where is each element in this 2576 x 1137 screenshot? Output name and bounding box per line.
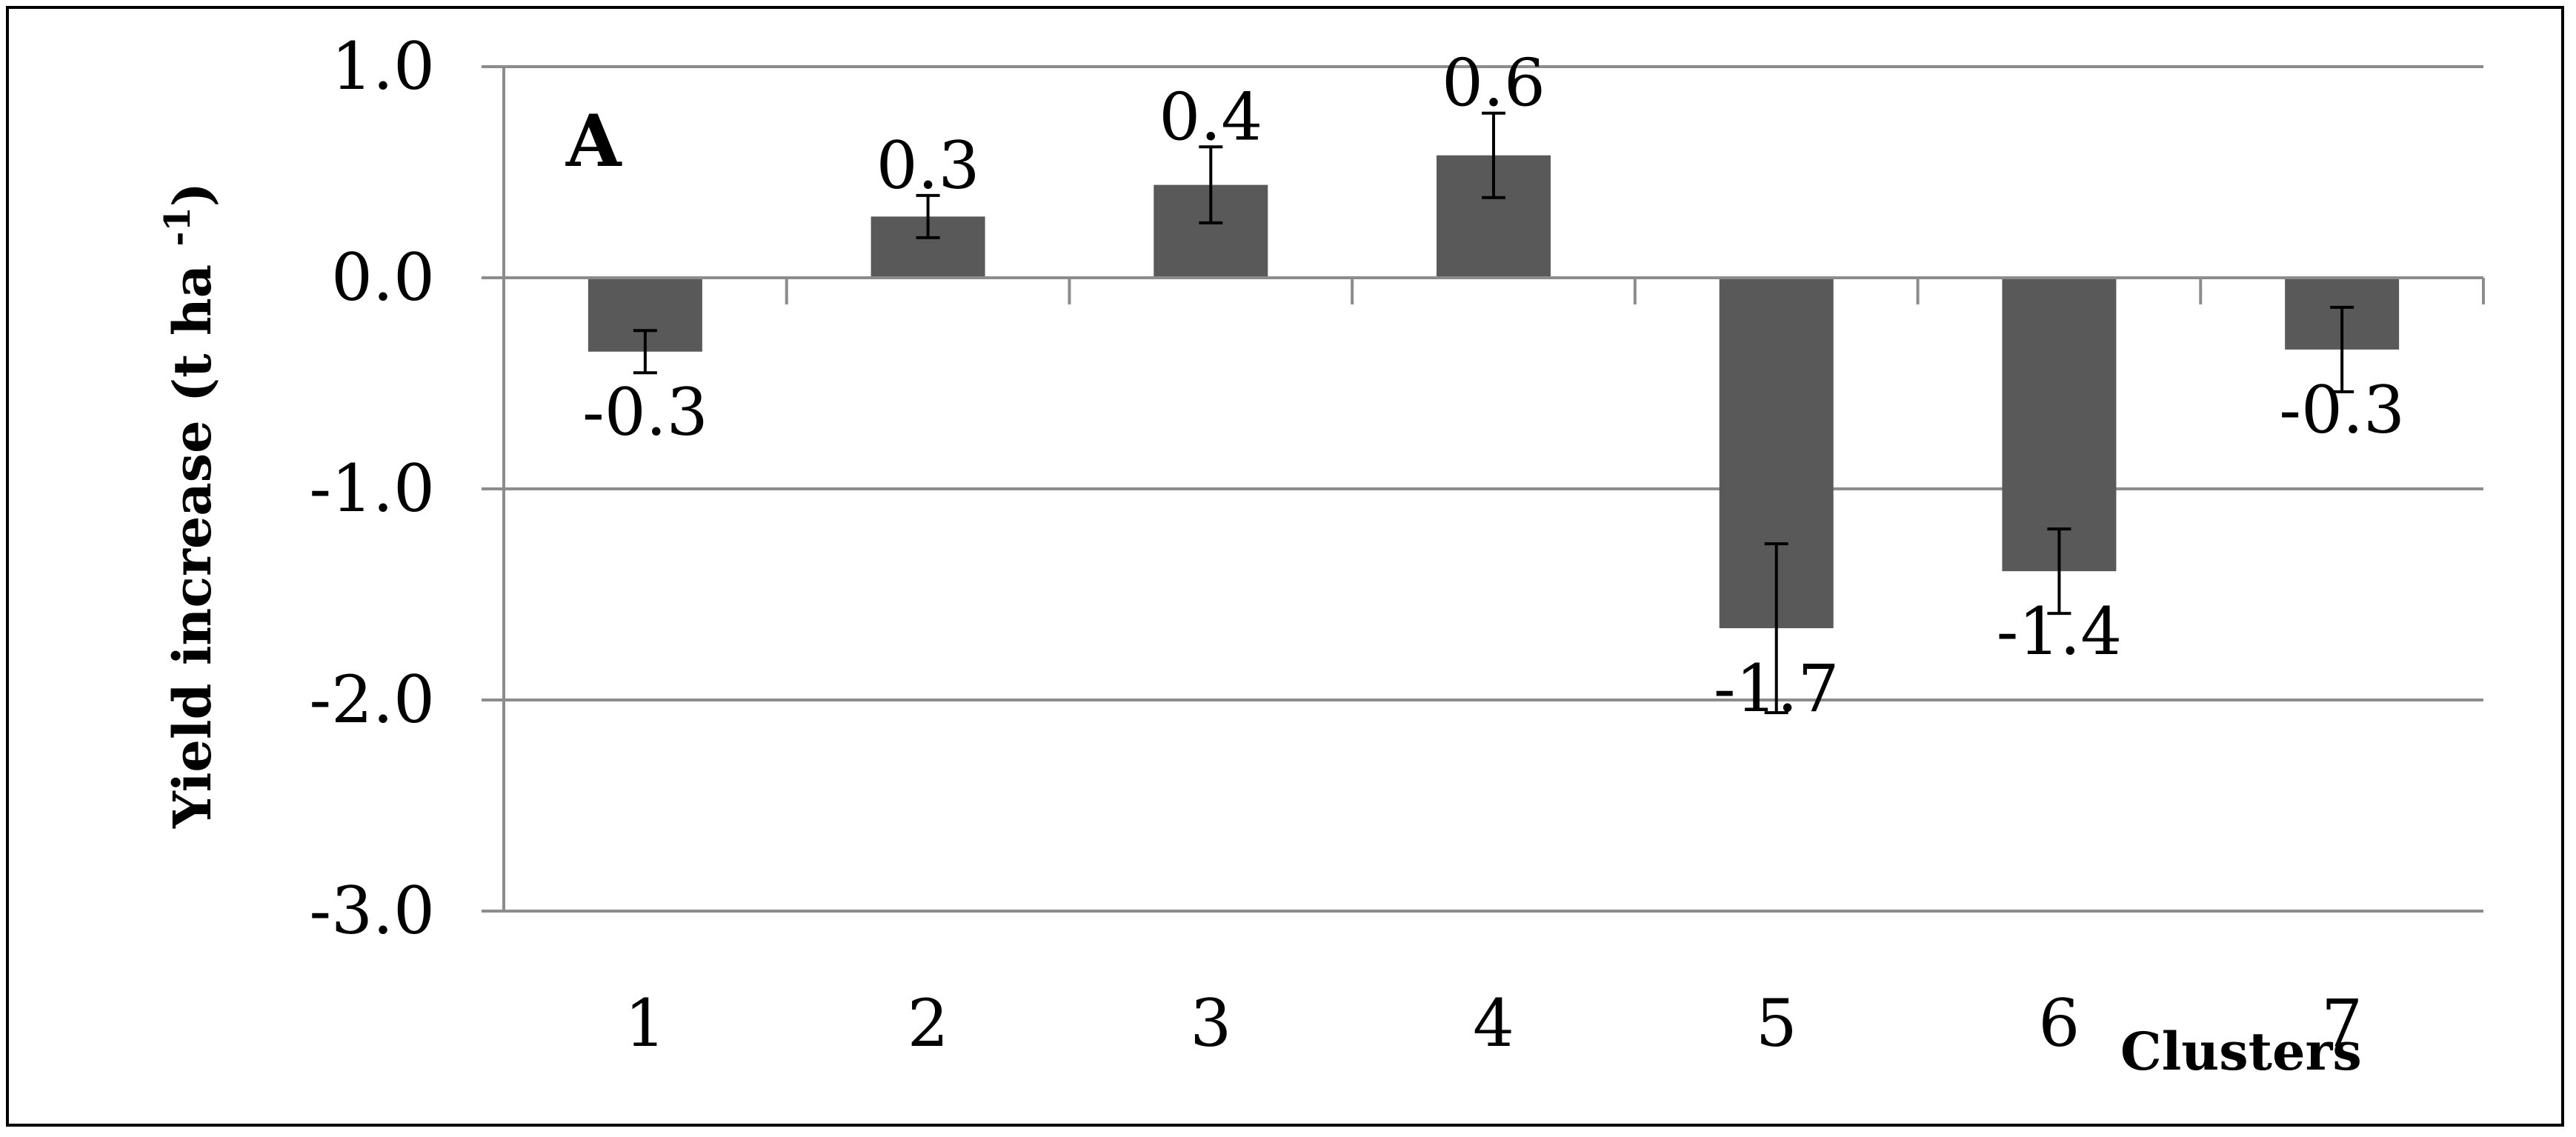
bar-chart: -0.3 0.3 0.4 0.6 -1.7 -1.4 -0.3 1.0 0.0 -1.0 -2.0… — [157, 28, 2485, 1082]
x-tick-label: 2 — [908, 985, 949, 1061]
x-tick-label: 5 — [1756, 985, 1797, 1061]
x-tick-label: 4 — [1473, 985, 1514, 1061]
panel-label: A — [565, 99, 622, 183]
data-label: -1.4 — [1997, 593, 2123, 670]
data-label: 0.4 — [1159, 79, 1262, 155]
chart-frame: -0.3 0.3 0.4 0.6 -1.7 -1.4 -0.3 1.0 0.0 -1.0 -2.0… — [6, 6, 2564, 1127]
x-tick-label: 6 — [2038, 985, 2080, 1061]
gridlines — [482, 65, 2483, 913]
y-tick-label: 1.0 — [331, 28, 435, 104]
y-axis-title-close: ) — [162, 182, 223, 207]
x-axis-title: Clusters — [2120, 1021, 2362, 1082]
y-tick-label: -1.0 — [309, 450, 435, 527]
x-tick-label: 7 — [2321, 985, 2363, 1061]
bars — [588, 155, 2400, 629]
data-labels: -0.3 0.3 0.4 0.6 -1.7 -1.4 -0.3 — [582, 45, 2405, 727]
data-label: 0.6 — [1442, 45, 1545, 121]
data-label: -0.3 — [582, 374, 708, 450]
x-tick-label: 3 — [1190, 985, 1231, 1061]
x-tick-labels: 1 2 3 4 5 6 7 — [625, 985, 2363, 1061]
y-tick-label: -3.0 — [309, 873, 435, 949]
bar — [2002, 278, 2117, 572]
y-axis-title-main: Yield increase (t ha — [162, 247, 223, 829]
y-tick-label: 0.0 — [331, 239, 435, 316]
data-label: -0.3 — [2279, 372, 2405, 448]
error-bars — [633, 111, 2354, 715]
data-label: 0.3 — [876, 127, 980, 204]
y-axis-title: Yield increase (t ha -1) — [157, 182, 223, 829]
zero-axis — [482, 276, 2485, 304]
y-tick-labels: 1.0 0.0 -1.0 -2.0 -3.0 — [309, 28, 435, 949]
x-tick-label: 1 — [625, 985, 666, 1061]
y-tick-label: -2.0 — [309, 661, 435, 738]
data-label: -1.7 — [1714, 650, 1840, 727]
y-axis-title-superscript: -1 — [157, 207, 199, 246]
